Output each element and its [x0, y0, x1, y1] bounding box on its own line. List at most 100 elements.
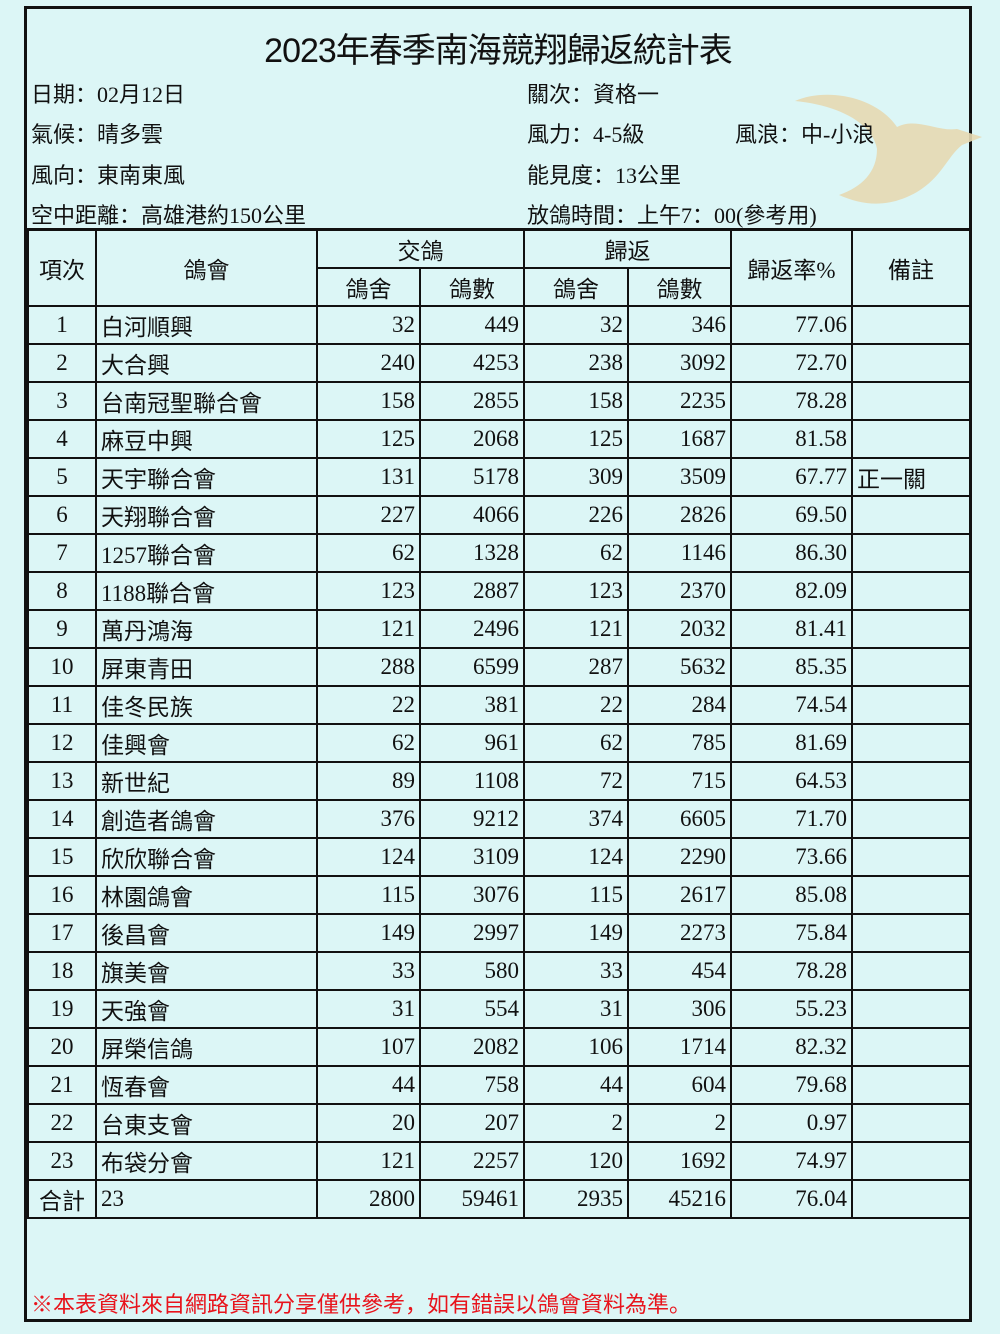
cell-entry-birds: 59461	[419, 1179, 525, 1219]
stage-info: 關次：資格一	[527, 82, 660, 107]
distance-info: 空中距離：高雄港約150公里	[31, 203, 307, 228]
cell-no: 6	[27, 495, 97, 535]
cell-entry-birds: 2855	[419, 381, 525, 421]
table-row: 19 天強會 31 554 31 306 55.23	[27, 989, 971, 1029]
report-frame: 2023年春季南海競翔歸返統計表 日期：02月12日 氣候：晴多雲 風向：東南東…	[24, 6, 982, 1322]
wind-direction-info: 風向：東南東風	[31, 163, 186, 188]
cell-return-birds: 346	[627, 305, 732, 345]
cell-return-lofts: 158	[523, 381, 629, 421]
cell-entry-birds: 2068	[419, 419, 525, 459]
table-row: 20 屏榮信鴿 107 2082 106 1714 82.32	[27, 1027, 971, 1067]
stats-table: 項次 鴿會 交鴿 歸返 歸返率% 備註 鴿舍 鴿數 鴿舍 鴿數 1 白河順興 32 4…	[27, 229, 971, 1219]
cell-return-birds: 2273	[627, 913, 732, 953]
cell-remark	[851, 495, 971, 535]
cell-remark	[851, 419, 971, 459]
cell-remark	[851, 533, 971, 573]
cell-club: 1257聯合會	[95, 533, 318, 573]
cell-return-lofts: 309	[523, 457, 629, 497]
cell-remark	[851, 913, 971, 953]
cell-entry-birds: 1328	[419, 533, 525, 573]
cell-no: 15	[27, 837, 97, 877]
table-row: 17 後昌會 149 2997 149 2273 75.84	[27, 913, 971, 953]
cell-entry-lofts: 158	[316, 381, 421, 421]
cell-entry-lofts: 115	[316, 875, 421, 915]
cell-remark	[851, 571, 971, 611]
cell-rate: 85.08	[730, 875, 853, 915]
cell-no: 14	[27, 799, 97, 839]
cell-return-birds: 2617	[627, 875, 732, 915]
cell-return-birds: 2290	[627, 837, 732, 877]
table-row: 10 屏東青田 288 6599 287 5632 85.35	[27, 647, 971, 687]
cell-club: 台南冠聖聯合會	[95, 381, 318, 421]
cell-return-birds: 1146	[627, 533, 732, 573]
cell-return-lofts: 123	[523, 571, 629, 611]
cell-no: 10	[27, 647, 97, 687]
cell-return-lofts: 238	[523, 343, 629, 383]
cell-return-lofts: 106	[523, 1027, 629, 1067]
cell-entry-lofts: 2800	[316, 1179, 421, 1219]
header-no: 項次	[27, 229, 97, 307]
disclaimer-note: ※本表資料來自網路資訊分享僅供參考，如有錯誤以鴿會資料為準。	[31, 1292, 692, 1317]
table-row: 14 創造者鴿會 376 9212 374 6605 71.70	[27, 799, 971, 839]
table-row: 23 布袋分會 121 2257 120 1692 74.97	[27, 1141, 971, 1181]
cell-entry-birds: 758	[419, 1065, 525, 1105]
cell-return-birds: 3509	[627, 457, 732, 497]
header-entry-lofts: 鴿舍	[316, 267, 421, 307]
cell-remark	[851, 685, 971, 725]
cell-rate: 73.66	[730, 837, 853, 877]
cell-club: 佳冬民族	[95, 685, 318, 725]
header-entry: 交鴿	[316, 229, 525, 269]
cell-rate: 82.32	[730, 1027, 853, 1067]
cell-remark	[851, 1103, 971, 1143]
table-row: 11 佳冬民族 22 381 22 284 74.54	[27, 685, 971, 725]
cell-remark	[851, 1179, 971, 1219]
cell-return-lofts: 62	[523, 533, 629, 573]
cell-return-lofts: 32	[523, 305, 629, 345]
cell-club: 屏東青田	[95, 647, 318, 687]
cell-entry-birds: 3076	[419, 875, 525, 915]
cell-no: 合計	[27, 1179, 97, 1219]
cell-return-birds: 715	[627, 761, 732, 801]
cell-remark	[851, 799, 971, 839]
cell-remark	[851, 723, 971, 763]
table-row: 2 大合興 240 4253 238 3092 72.70	[27, 343, 971, 383]
cell-entry-birds: 2082	[419, 1027, 525, 1067]
cell-return-lofts: 121	[523, 609, 629, 649]
cell-entry-lofts: 121	[316, 1141, 421, 1181]
table-row: 13 新世紀 89 1108 72 715 64.53	[27, 761, 971, 801]
cell-club: 旗美會	[95, 951, 318, 991]
cell-remark	[851, 875, 971, 915]
cell-club: 天翔聯合會	[95, 495, 318, 535]
cell-rate: 76.04	[730, 1179, 853, 1219]
table-row: 15 欣欣聯合會 124 3109 124 2290 73.66	[27, 837, 971, 877]
cell-remark	[851, 1141, 971, 1181]
cell-entry-birds: 2496	[419, 609, 525, 649]
cell-return-lofts: 33	[523, 951, 629, 991]
cell-club: 台東支會	[95, 1103, 318, 1143]
cell-entry-birds: 6599	[419, 647, 525, 687]
table-row: 21 恆春會 44 758 44 604 79.68	[27, 1065, 971, 1105]
header-remark: 備註	[851, 229, 971, 307]
cell-entry-birds: 2887	[419, 571, 525, 611]
table-row: 7 1257聯合會 62 1328 62 1146 86.30	[27, 533, 971, 573]
cell-club: 大合興	[95, 343, 318, 383]
cell-return-lofts: 287	[523, 647, 629, 687]
cell-return-lofts: 2935	[523, 1179, 629, 1219]
cell-rate: 77.06	[730, 305, 853, 345]
wind-force-info: 風力：4-5級	[527, 122, 645, 147]
page-title: 2023年春季南海競翔歸返統計表	[264, 32, 733, 70]
cell-club: 創造者鴿會	[95, 799, 318, 839]
cell-entry-birds: 381	[419, 685, 525, 725]
cell-club: 天宇聯合會	[95, 457, 318, 497]
cell-club: 恆春會	[95, 1065, 318, 1105]
table-row: 6 天翔聯合會 227 4066 226 2826 69.50	[27, 495, 971, 535]
cell-rate: 69.50	[730, 495, 853, 535]
cell-entry-lofts: 31	[316, 989, 421, 1029]
cell-entry-lofts: 22	[316, 685, 421, 725]
cell-return-lofts: 72	[523, 761, 629, 801]
header-club: 鴿會	[95, 229, 318, 307]
cell-remark	[851, 609, 971, 649]
cell-entry-lofts: 33	[316, 951, 421, 991]
cell-rate: 55.23	[730, 989, 853, 1029]
cell-rate: 64.53	[730, 761, 853, 801]
